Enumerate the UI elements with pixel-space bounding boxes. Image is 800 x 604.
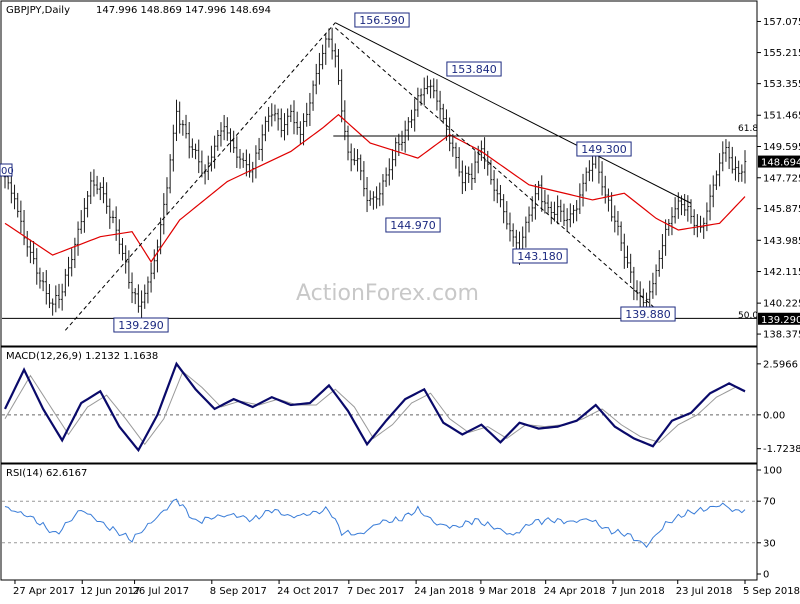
macd-tick-label: 0.00 (763, 410, 785, 421)
y-tick-label: 140.225 (763, 299, 800, 310)
dashed-trendline (64, 22, 336, 331)
x-tick-label: 12 Jun 2017 (80, 586, 140, 597)
moving-average-line (4, 113, 746, 263)
price-tag-label: 148.694 (761, 158, 800, 169)
rsi-grid (2, 500, 757, 544)
annotation-box (385, 217, 441, 233)
rsi-panel-frame (0, 463, 758, 581)
y-tick-label: 147.725 (763, 173, 800, 184)
y-tick-label: 143.985 (763, 236, 800, 247)
price-tag-label: 139.290 (761, 315, 800, 326)
annotation-box (512, 248, 568, 264)
price-candles (3, 27, 747, 318)
edge-tag-label: 00 (1, 166, 14, 177)
annotation-box (113, 317, 169, 333)
fib-level-label: 61.8 (738, 124, 758, 134)
annotation-label: 139.290 (118, 319, 164, 332)
price-tag-box (758, 312, 800, 325)
y-tick-label: 155.215 (763, 48, 800, 59)
rsi-tick-label: 30 (763, 538, 776, 549)
y-tick-label: 142.115 (763, 267, 800, 278)
chart-title-ohlc: 147.996 148.869 147.996 148.694 (96, 5, 271, 16)
x-tick-label: 7 Jun 2018 (611, 586, 665, 597)
annotation-label: 156.590 (359, 14, 405, 27)
rsi-line (4, 498, 746, 548)
rsi-title: RSI(14) 62.6167 (6, 468, 87, 479)
x-tick-label: 24 Apr 2018 (544, 586, 606, 597)
macd-tick-label: 2.5966 (763, 359, 798, 370)
rsi-tick-label: 0 (763, 570, 769, 581)
macd-title: MACD(12,26,9) 1.2132 1.1638 (6, 351, 158, 362)
annotation-label: 139.880 (625, 308, 671, 321)
x-tick-label: 26 Jul 2017 (133, 586, 190, 597)
x-tick-label: 27 Apr 2017 (13, 586, 75, 597)
fib-level-label: 50.0 (738, 311, 758, 321)
x-tick-label: 24 Jan 2018 (414, 586, 474, 597)
annotation-box (354, 12, 410, 28)
x-tick-label: 9 Mar 2018 (479, 586, 536, 597)
annotation-label: 149.300 (581, 143, 627, 156)
annotation-box (446, 61, 502, 77)
macd-tick-label: -1.7238 (763, 444, 800, 455)
price-ma (4, 113, 746, 263)
chart-title-symbol: GBPJPY,Daily (6, 5, 70, 16)
y-tick-label: 145.875 (763, 204, 800, 215)
price-tag-box (758, 155, 800, 168)
x-tick-label: 24 Oct 2017 (277, 586, 339, 597)
annotation-label: 144.970 (390, 219, 436, 232)
y-tick-label: 153.355 (763, 79, 800, 90)
rsi-tick-label: 100 (763, 466, 782, 477)
annotation-label: 153.840 (451, 63, 497, 76)
annotation-box (576, 141, 632, 157)
annotation-box (620, 306, 676, 322)
rsi-lines (4, 498, 746, 548)
price-y-axis: 157.075 155.215 153.355 151.465 149.595 147.7… (757, 17, 800, 341)
x-tick-label: 23 Jul 2018 (676, 586, 733, 597)
macd-line (4, 361, 746, 453)
annotation-label: 143.180 (517, 250, 563, 263)
y-tick-label: 151.465 (763, 111, 800, 122)
x-tick-label: 5 Sep 2018 (743, 586, 800, 597)
downtrend-line (335, 22, 692, 204)
macd-signal-line (4, 370, 746, 446)
macd-panel-frame (0, 346, 758, 464)
y-tick-label: 138.375 (763, 330, 800, 341)
y-tick-label: 157.075 (763, 17, 800, 28)
x-tick-label: 7 Dec 2017 (347, 586, 405, 597)
rsi-y-axis: 100 70 30 0 (757, 466, 782, 581)
price-annotations: 156.590 153.840 149.300 144.970 143.180 139.8… (0, 12, 800, 333)
macd-y-axis: 2.5966 0.00 -1.7238 (757, 359, 800, 455)
dashed-trendline (334, 27, 660, 313)
macd-lines (4, 361, 746, 453)
edge-tag-box (0, 163, 13, 177)
rsi-tick-label: 70 (763, 497, 776, 508)
watermark: ActionForex.com (296, 281, 479, 306)
x-tick-label: 8 Sep 2017 (210, 586, 267, 597)
y-tick-label: 149.595 (763, 142, 800, 153)
